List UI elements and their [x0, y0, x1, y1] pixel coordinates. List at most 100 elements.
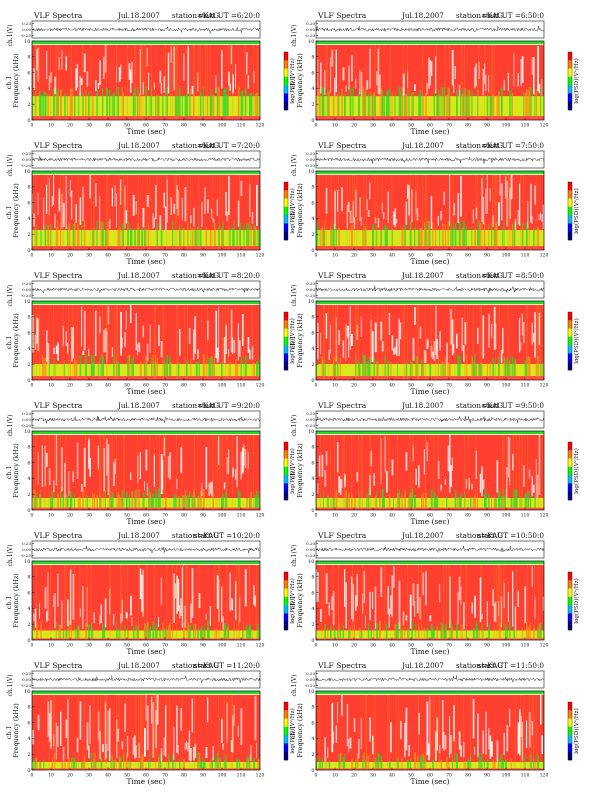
x-tick-label: 60	[427, 253, 433, 259]
x-tick-label: 0	[315, 513, 318, 519]
x-tick-label: 80	[181, 253, 187, 259]
y-axis-label: Frequency (kHz)	[12, 443, 20, 497]
trace-tick-label: -0.20	[305, 423, 316, 428]
x-tick-label: 20	[67, 773, 73, 779]
y-axis-label: Frequency (kHz)	[12, 573, 20, 627]
x-tick-label: 120	[540, 773, 549, 779]
trace-ylabel: ch.1(V)	[7, 675, 14, 697]
x-axis-label: Time (sec)	[410, 257, 449, 266]
x-tick-label: 50	[408, 383, 414, 389]
x-tick-label: 90	[200, 513, 206, 519]
trace-frame	[31, 280, 261, 299]
x-axis-label: Time (sec)	[410, 387, 449, 396]
x-tick-label: 100	[218, 123, 227, 129]
colorbar-label: log(PSD)(V²/Hz)	[573, 188, 580, 234]
x-tick-label: 100	[502, 513, 511, 519]
chart-title: VLF Spectra	[317, 401, 367, 410]
y-tick-label: 6	[27, 200, 30, 206]
x-tick-label: 20	[351, 643, 357, 649]
colorbar-label: log(PSD)(V²/Hz)	[573, 318, 580, 364]
x-tick-label: 10	[48, 383, 54, 389]
voltage-trace	[315, 415, 544, 424]
x-tick-label: 30	[86, 253, 92, 259]
colorbar-label: log(PSD)(V²/Hz)	[289, 58, 296, 104]
spectrogram-panel: VLF Spectra Jul.18.2007 station=KAG start U…	[289, 530, 602, 656]
x-tick-label: 70	[446, 513, 452, 519]
colorbar	[567, 441, 573, 501]
y-tick-label: 0	[311, 508, 314, 514]
x-tick-label: 20	[67, 123, 73, 129]
y-tick-label: 8	[27, 315, 30, 321]
y-tick-label: 10	[24, 559, 30, 565]
y-tick-label: 10	[24, 169, 30, 175]
voltage-trace	[31, 26, 261, 34]
x-tick-label: 90	[200, 123, 206, 129]
x-tick-label: 40	[105, 383, 111, 389]
spectrogram-panel: VLF Spectra Jul.18.2007 station=KAG start U…	[289, 400, 602, 526]
station-label: station=KAG	[456, 661, 503, 670]
x-tick-label: 50	[124, 383, 130, 389]
x-tick-label: 80	[465, 773, 471, 779]
x-tick-label: 90	[484, 773, 490, 779]
x-tick-label: 90	[484, 123, 490, 129]
trace-tick-label: 0.20	[306, 541, 315, 546]
x-tick-label: 50	[408, 253, 414, 259]
y-tick-label: 8	[311, 55, 314, 61]
colorbar	[567, 701, 573, 761]
x-tick-label: 20	[351, 773, 357, 779]
trace-tick-label: 0.20	[22, 411, 31, 416]
trace-tick-label: -0.20	[21, 423, 32, 428]
voltage-trace	[31, 287, 261, 294]
x-tick-label: 20	[67, 253, 73, 259]
x-tick-label: 100	[218, 253, 227, 259]
y-tick-label: 4	[311, 736, 314, 742]
spectrogram-heatmap	[316, 691, 545, 770]
y-tick-label: 0	[311, 248, 314, 254]
voltage-trace	[315, 285, 545, 294]
y-tick-label: 0	[27, 248, 30, 254]
trace-ylabel: ch.1(V)	[7, 415, 14, 437]
x-tick-label: 60	[427, 643, 433, 649]
colorbar	[567, 51, 573, 111]
trace-tick-label: 0.20	[22, 21, 31, 26]
x-tick-label: 20	[351, 513, 357, 519]
y-tick-label: 0	[27, 508, 30, 514]
x-tick-label: 120	[256, 643, 265, 649]
spectrogram-heatmap	[32, 41, 260, 121]
x-tick-label: 110	[237, 513, 246, 519]
start-time-label: start UT =10:20:0	[194, 531, 261, 540]
x-tick-label: 10	[332, 123, 338, 129]
station-label: station=KAG	[172, 531, 219, 540]
y-tick-label: 2	[27, 232, 30, 238]
trace-tick-label: -0.20	[21, 163, 32, 168]
y-axis-label: Frequency (kHz)	[296, 183, 304, 237]
x-tick-label: 80	[181, 383, 187, 389]
spectrogram-heatmap	[316, 171, 545, 250]
spectrogram-panel: VLF Spectra Jul.18.2007 station=KAG start U…	[289, 140, 602, 266]
trace-tick-label: 0.00	[22, 157, 31, 162]
x-tick-label: 50	[408, 643, 414, 649]
trace-frame	[31, 670, 261, 689]
x-tick-label: 30	[86, 383, 92, 389]
x-tick-label: 40	[105, 643, 111, 649]
x-tick-label: 80	[181, 773, 187, 779]
y-tick-label: 6	[311, 590, 314, 596]
y-tick-label: 6	[311, 200, 314, 206]
y-axis-label: Frequency (kHz)	[12, 703, 20, 757]
colorbar	[283, 701, 289, 761]
y-tick-label: 8	[27, 185, 30, 191]
x-tick-label: 70	[162, 123, 168, 129]
channel-label: ch.1	[289, 76, 297, 90]
station-label: station=KAG	[456, 11, 503, 20]
chart-date: Jul.18.2007	[117, 141, 160, 150]
x-tick-label: 0	[315, 253, 318, 259]
y-tick-label: 4	[27, 736, 30, 742]
y-tick-label: 2	[311, 752, 314, 758]
y-tick-label: 0	[311, 638, 314, 644]
x-tick-label: 40	[389, 643, 395, 649]
trace-tick-label: -0.20	[21, 33, 32, 38]
